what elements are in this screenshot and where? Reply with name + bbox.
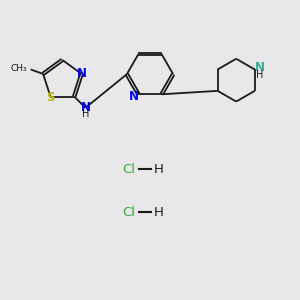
- Text: H: H: [154, 206, 164, 219]
- Text: N: N: [255, 61, 265, 74]
- Text: Cl: Cl: [123, 206, 136, 219]
- Text: S: S: [46, 91, 55, 104]
- Text: H: H: [256, 70, 264, 80]
- Text: CH₃: CH₃: [11, 64, 27, 73]
- Text: H: H: [82, 109, 89, 119]
- Text: N: N: [80, 101, 91, 114]
- Text: N: N: [77, 68, 87, 80]
- Text: H: H: [154, 163, 164, 176]
- Text: Cl: Cl: [123, 163, 136, 176]
- Text: N: N: [129, 90, 139, 103]
